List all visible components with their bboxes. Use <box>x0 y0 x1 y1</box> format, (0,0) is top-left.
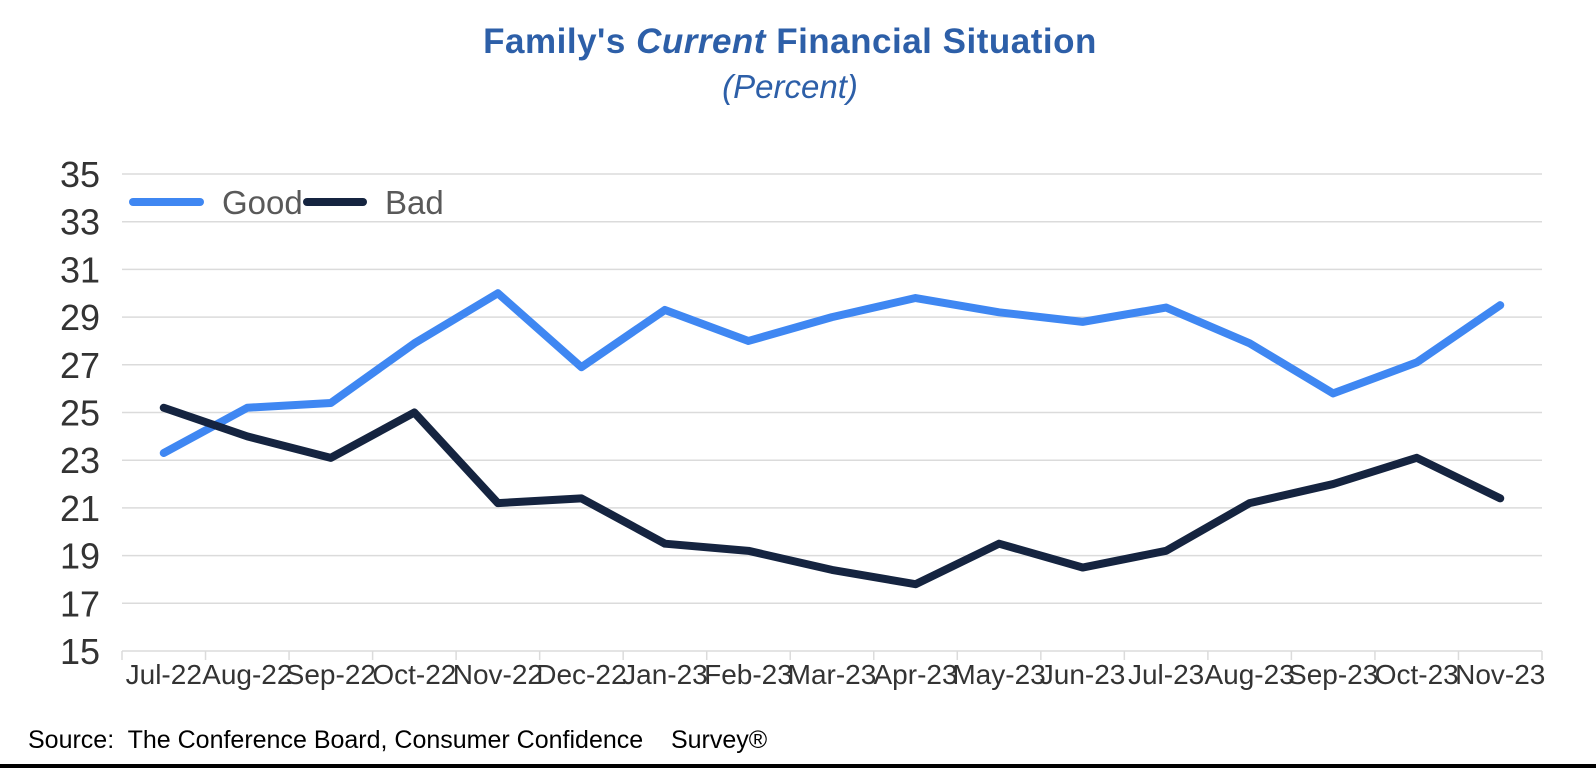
bottom-border <box>0 764 1596 768</box>
y-axis-label: 35 <box>60 154 100 195</box>
chart-title-prefix: Family's <box>483 22 637 61</box>
y-axis-label: 19 <box>60 536 100 577</box>
x-axis-label: Aug-23 <box>1204 659 1294 690</box>
x-axis-label: Feb-23 <box>704 659 793 690</box>
chart-title: Family's Current Financial Situation <box>0 22 1580 62</box>
series-line-bad <box>159 403 1505 589</box>
x-axis-label: Sep-22 <box>286 659 376 690</box>
x-axis-label: Nov-22 <box>453 659 543 690</box>
y-axis-label: 17 <box>60 583 100 624</box>
y-axis-label: 29 <box>60 297 100 338</box>
y-axis-label: 33 <box>60 202 100 243</box>
x-axis-label: Jul-22 <box>126 659 202 690</box>
y-axis-label: 23 <box>60 440 100 481</box>
x-axis-label: May-23 <box>952 659 1045 690</box>
y-axis-label: 31 <box>60 249 100 290</box>
x-axis-label: Sep-23 <box>1288 659 1378 690</box>
x-axis-label: Apr-23 <box>874 659 958 690</box>
y-axis-label: 21 <box>60 488 100 529</box>
x-axis-label: Nov-23 <box>1455 659 1545 690</box>
chart-title-italic: Current <box>636 22 766 61</box>
x-axis-label: Aug-22 <box>202 659 292 690</box>
chart-title-suffix: Financial Situation <box>765 22 1097 61</box>
source-text: Source: The Conference Board, Consumer C… <box>28 726 768 754</box>
legend-label-good: Good <box>222 184 303 221</box>
legend-label-bad: Bad <box>385 184 444 221</box>
x-axis-label: Oct-23 <box>1375 659 1459 690</box>
x-axis-label: Jul-23 <box>1128 659 1204 690</box>
x-axis-label: Jan-23 <box>622 659 708 690</box>
y-axis-label: 27 <box>60 345 100 386</box>
y-axis-label: 15 <box>60 631 100 672</box>
x-axis-label: Mar-23 <box>788 659 877 690</box>
chart-subtitle: (Percent) <box>722 68 858 105</box>
y-axis-label: 25 <box>60 393 100 434</box>
x-axis-label: Oct-22 <box>372 659 456 690</box>
x-axis-label: Jun-23 <box>1040 659 1126 690</box>
x-axis-label: Dec-22 <box>536 659 626 690</box>
series-line-good <box>159 289 1505 458</box>
